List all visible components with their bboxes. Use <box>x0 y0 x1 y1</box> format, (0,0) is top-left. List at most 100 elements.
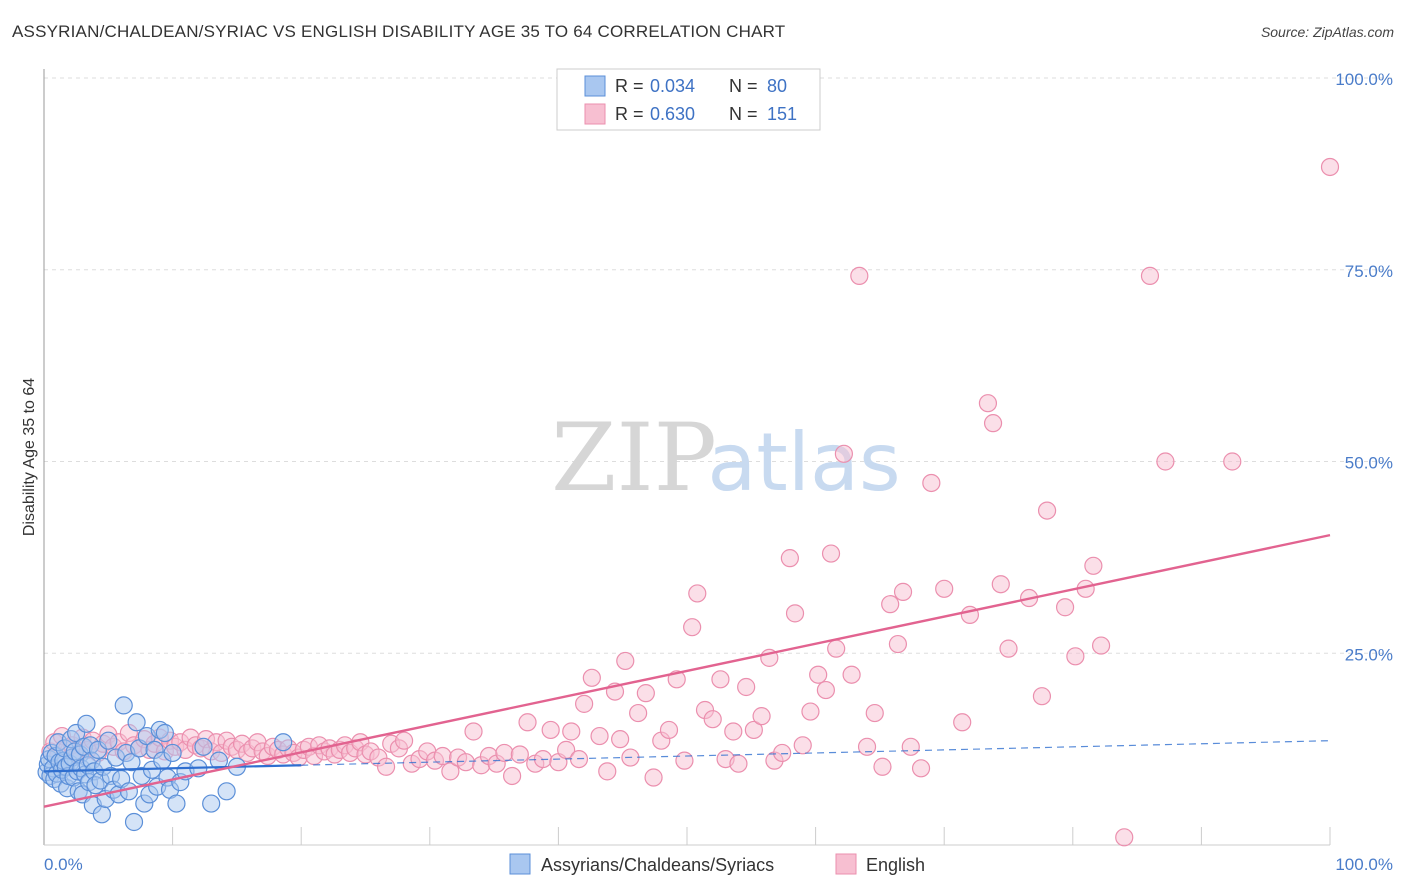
legend-swatch-pink <box>584 103 606 125</box>
legend-n-label: N = <box>729 104 758 124</box>
point-english <box>1156 452 1175 471</box>
chart-title: ASSYRIAN/CHALDEAN/SYRIAC VS ENGLISH DISA… <box>12 22 786 41</box>
point-english <box>644 768 663 787</box>
point-english <box>1055 598 1075 617</box>
point-english <box>801 702 820 721</box>
point-english <box>510 745 529 764</box>
point-english <box>495 743 514 763</box>
point-english <box>999 639 1018 658</box>
point-english <box>729 754 748 773</box>
y-tick-labels: 25.0% 50.0% 75.0% 100.0% <box>1335 70 1393 664</box>
source-credit: Source: ZipAtlas.com <box>1260 24 1394 40</box>
point-english <box>821 544 841 563</box>
point-english <box>611 730 630 749</box>
point-assyrian <box>77 714 96 733</box>
point-assyrian <box>155 723 174 743</box>
series-legend-swatch-blue <box>509 853 531 875</box>
point-english <box>598 762 617 781</box>
point-english <box>724 722 743 741</box>
x-tick-label-max: 100.0% <box>1335 855 1393 874</box>
x-tick-label-min: 0.0% <box>44 855 83 874</box>
point-assyrian <box>274 733 293 752</box>
point-english <box>503 766 522 786</box>
y-tick-label: 25.0% <box>1345 645 1393 664</box>
point-english <box>737 677 756 697</box>
point-assyrian <box>194 737 213 756</box>
point-english <box>911 759 931 778</box>
point-english <box>582 668 601 687</box>
point-english <box>816 680 835 700</box>
y-tick-label: 75.0% <box>1345 262 1393 281</box>
y-tick-label: 50.0% <box>1345 454 1393 473</box>
point-english <box>675 751 694 770</box>
point-english <box>809 665 828 684</box>
legend-swatch-blue <box>584 75 606 97</box>
point-english <box>1140 266 1160 285</box>
trend-lines <box>43 533 1331 808</box>
x-tick-labels: 0.0% 100.0% <box>44 855 1393 874</box>
point-english <box>978 394 998 413</box>
point-english <box>827 639 846 658</box>
series-legend-swatch-pink <box>835 853 857 875</box>
y-axis-label: Disability Age 35 to 64 <box>21 378 38 536</box>
point-assyrian <box>163 743 182 763</box>
point-english <box>857 737 877 756</box>
point-assyrian <box>122 753 141 772</box>
x-axis-ticks <box>172 827 1331 845</box>
watermark-atlas: atlas <box>707 416 900 509</box>
point-english <box>629 703 648 723</box>
point-assyrian <box>114 696 133 715</box>
legend-r-label: R = <box>615 76 644 96</box>
point-english <box>850 266 869 285</box>
point-english <box>659 720 679 740</box>
point-english <box>744 720 763 740</box>
watermark: ZIP atlas <box>551 404 901 513</box>
point-english <box>636 684 655 703</box>
point-english <box>711 670 730 689</box>
point-english <box>752 707 771 726</box>
point-english <box>922 473 941 493</box>
point-assyrian <box>99 731 118 750</box>
series-legend-label-english: English <box>866 855 925 875</box>
trend-line-english <box>43 533 1331 808</box>
point-english <box>780 549 799 568</box>
point-english <box>376 757 396 776</box>
point-english <box>935 579 954 598</box>
legend-n-label: N = <box>729 76 758 96</box>
point-english <box>873 757 892 776</box>
point-english <box>881 595 900 614</box>
point-assyrian <box>217 782 236 801</box>
series-assyrian-points <box>37 696 293 832</box>
legend-r-label: R = <box>615 104 644 124</box>
point-english <box>901 737 920 756</box>
series-english-points <box>41 157 1340 847</box>
point-english <box>1115 828 1134 847</box>
watermark-zip: ZIP <box>551 404 717 513</box>
point-english <box>1032 687 1052 706</box>
trend-line-assyrian <box>43 764 302 773</box>
point-english <box>616 651 635 671</box>
point-english <box>793 736 812 755</box>
point-english <box>394 731 414 750</box>
point-english <box>1084 556 1103 575</box>
point-english <box>683 618 702 637</box>
point-english <box>865 703 884 723</box>
trend-line-assyrian-extrapolated <box>301 740 1331 766</box>
point-assyrian <box>202 794 221 813</box>
point-english <box>1320 157 1340 177</box>
point-assyrian <box>124 812 144 832</box>
point-english <box>518 713 537 732</box>
point-english <box>1223 452 1242 471</box>
point-english <box>893 582 913 601</box>
point-english <box>785 604 805 623</box>
point-assyrian <box>127 713 146 732</box>
point-english <box>464 722 483 741</box>
point-english <box>441 762 460 781</box>
stats-legend: R = 0.034 N = 80 R = 0.630 N = 151 <box>556 68 821 131</box>
point-english <box>456 753 475 772</box>
point-english <box>688 584 707 603</box>
series-legend: Assyrians/Chaldeans/Syriacs English <box>509 853 925 875</box>
point-english <box>953 713 972 732</box>
legend-n-value: 151 <box>767 104 797 124</box>
